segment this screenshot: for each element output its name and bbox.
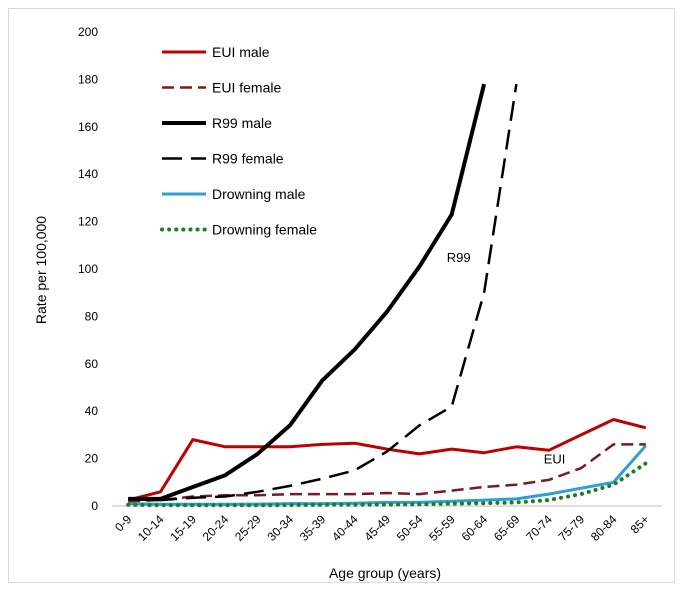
- y-tick-label: 140: [78, 167, 98, 181]
- x-tick-label: 80-84: [588, 512, 620, 544]
- annotation-eui: EUI: [544, 452, 566, 467]
- x-tick-label: 30-34: [264, 512, 296, 544]
- y-tick-label: 180: [78, 72, 98, 86]
- x-tick-label: 75-79: [556, 512, 588, 544]
- x-tick-label: 20-24: [200, 512, 232, 544]
- legend-label: R99 male: [212, 115, 272, 131]
- x-tick-label: 25-29: [232, 512, 264, 544]
- series-line-eui-male: [127, 418, 647, 502]
- x-tick-label: 0-9: [112, 512, 134, 534]
- series-line-r99-male: [128, 83, 487, 501]
- chart-frame: [8, 8, 675, 583]
- y-tick-label: 0: [91, 499, 98, 513]
- legend: EUI male EUI female R99 male R99 female Drow…: [160, 44, 317, 238]
- x-tick-label: 40-44: [329, 512, 361, 544]
- x-tick-label: 65-69: [491, 512, 523, 544]
- x-tick-label: 45-49: [362, 512, 394, 544]
- series-layer: [126, 83, 648, 508]
- x-tick-label: 70-74: [523, 512, 555, 544]
- y-tick-label: 40: [85, 404, 99, 418]
- x-tick-label: 10-14: [135, 512, 167, 544]
- x-tick-label: 50-54: [394, 512, 426, 544]
- y-axis-ticks: 0 20 40 60 80 100 120 140 160 180 200: [78, 25, 98, 513]
- y-tick-label: 100: [78, 262, 98, 276]
- legend-label: Drowning male: [212, 186, 306, 202]
- legend-label: EUI male: [212, 44, 270, 60]
- series-line-r99-female: [128, 83, 518, 502]
- y-tick-label: 160: [78, 120, 98, 134]
- y-tick-label: 120: [78, 215, 98, 229]
- legend-label: R99 female: [212, 151, 284, 167]
- x-axis-ticks: 0-9 10-14 15-19 20-24 25-29 30-34 35-39 40-44 45…: [112, 512, 652, 544]
- x-tick-label: 35-39: [297, 512, 329, 544]
- series-line-drowning-female: [126, 461, 648, 508]
- annotations: R99 EUI: [447, 250, 566, 466]
- y-axis-title: Rate per 100,000: [33, 216, 49, 324]
- y-tick-label: 20: [85, 452, 99, 466]
- x-tick-label: 60-64: [459, 512, 491, 544]
- y-tick-label: 60: [85, 357, 99, 371]
- legend-label: Drowning female: [212, 222, 317, 238]
- y-tick-label: 80: [85, 309, 99, 323]
- x-tick-label: 85+: [628, 512, 652, 536]
- x-tick-label: 55-59: [426, 512, 458, 544]
- x-axis-title: Age group (years): [329, 565, 441, 581]
- x-tick-label: 15-19: [167, 512, 199, 544]
- series-line-eui-female: [128, 443, 646, 503]
- y-tick-label: 200: [78, 25, 98, 39]
- annotation-r99: R99: [447, 250, 471, 265]
- legend-label: EUI female: [212, 80, 281, 96]
